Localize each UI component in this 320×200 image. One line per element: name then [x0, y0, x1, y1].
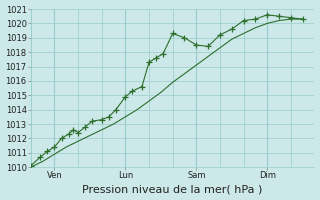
X-axis label: Pression niveau de la mer( hPa ): Pression niveau de la mer( hPa ) [83, 184, 263, 194]
